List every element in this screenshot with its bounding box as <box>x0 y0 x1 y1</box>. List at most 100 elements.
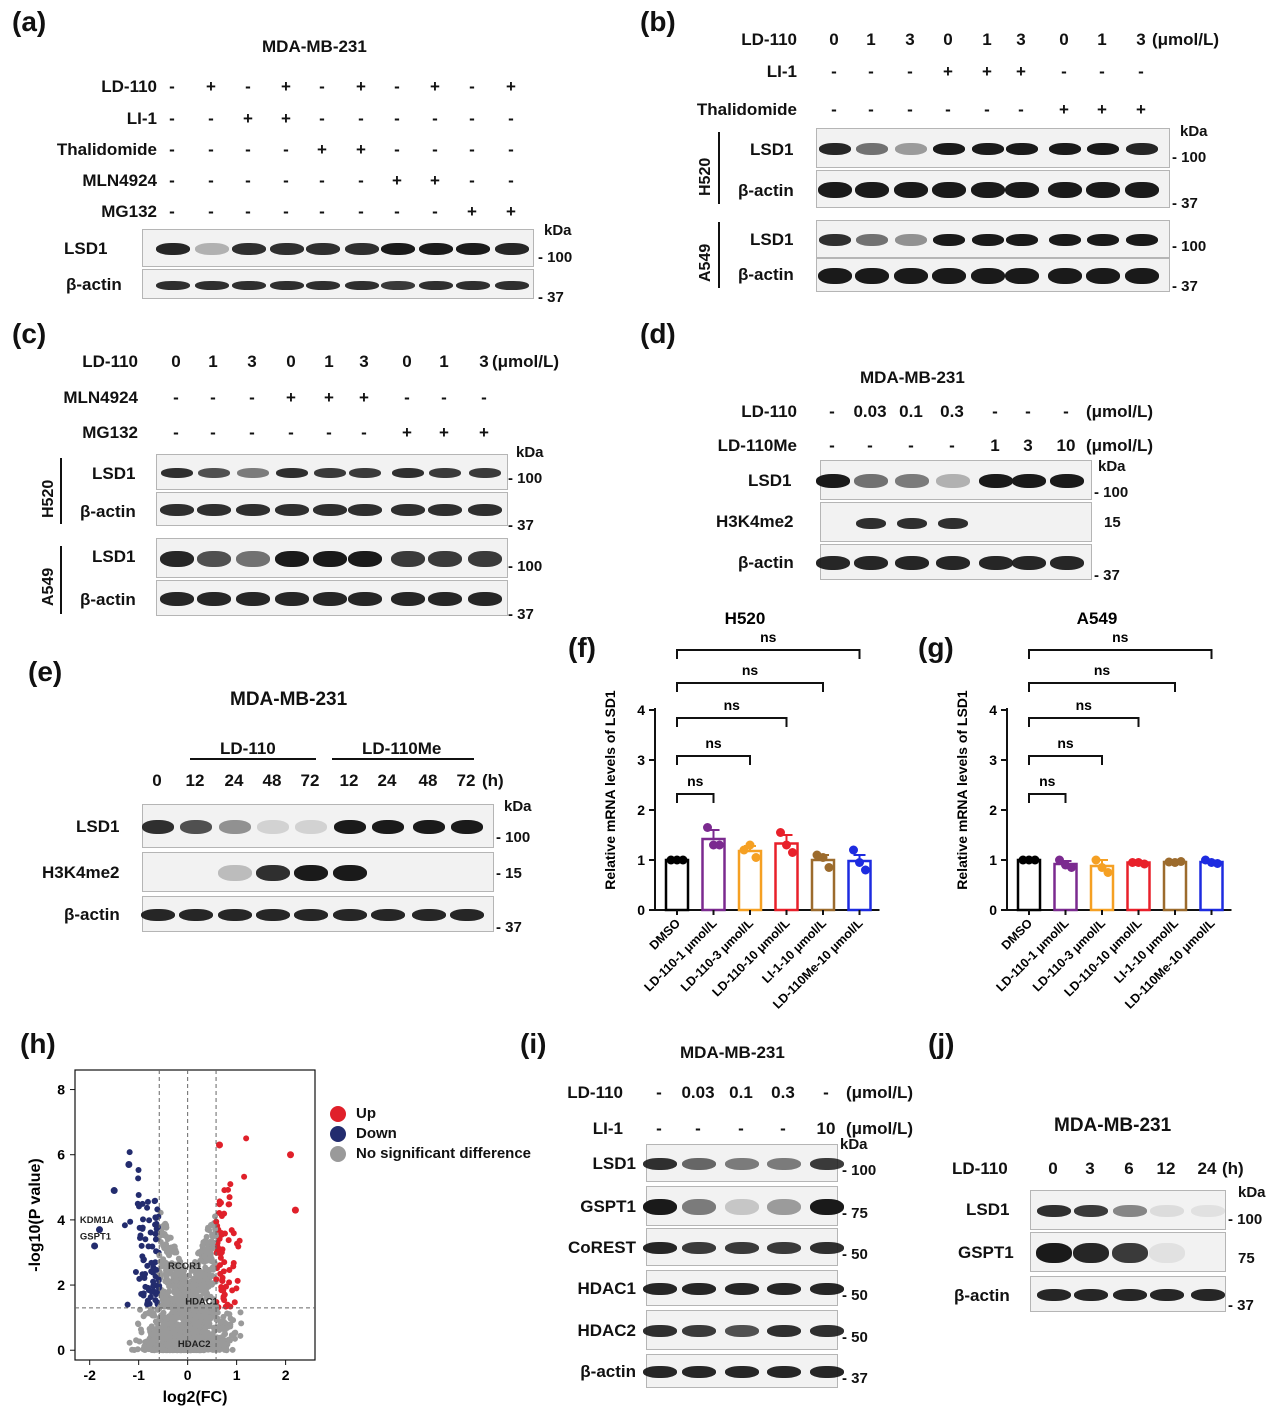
condition-value: - <box>432 202 438 221</box>
blot-band <box>895 556 929 570</box>
blot-band <box>767 1199 801 1215</box>
condition-value: 10 <box>1056 436 1076 455</box>
scatter-point <box>287 1151 295 1159</box>
scatter-point <box>212 1226 219 1233</box>
scatter-point <box>152 1197 159 1204</box>
condition-value: - <box>283 140 289 159</box>
blot-band <box>856 517 886 529</box>
blot-band <box>141 909 175 921</box>
blot-band <box>236 551 270 567</box>
condition-label: Thalidomide <box>696 100 797 119</box>
condition-value: + <box>243 109 253 128</box>
marker-label: - 100 <box>508 558 543 575</box>
scatter-point <box>225 1201 232 1208</box>
scatter-point <box>125 1160 133 1168</box>
blot-band <box>371 909 405 921</box>
blot-label: β-actin <box>738 181 794 200</box>
scatter-point <box>186 1338 193 1345</box>
marker-label: - 75 <box>842 1205 868 1222</box>
blot-band <box>381 280 415 290</box>
blot-label: LSD1 <box>748 471 792 490</box>
scatter-point <box>139 1271 146 1278</box>
scatter-point <box>221 1259 228 1266</box>
condition-value: - <box>208 140 214 159</box>
blot-band <box>468 551 502 567</box>
scatter-point <box>226 1337 233 1344</box>
scatter-point <box>134 1200 141 1207</box>
scatter-point <box>140 1292 147 1299</box>
scatter-point <box>204 1239 211 1246</box>
point-cloud <box>121 1135 250 1354</box>
blot-d-h3k4me2 <box>820 502 1092 542</box>
blot-band <box>313 551 347 567</box>
scatter-point <box>171 1243 178 1250</box>
marker-label: - 100 <box>1172 149 1207 166</box>
blot-band <box>392 468 424 478</box>
blot-band <box>1125 268 1159 284</box>
scatter-point <box>226 1279 233 1286</box>
blot-label: β-actin <box>80 590 136 609</box>
condition-value: 1 <box>324 352 334 371</box>
condition-value: + <box>1016 62 1026 81</box>
group-bar <box>718 132 720 204</box>
blot-band <box>810 1158 844 1170</box>
scatter-point <box>155 1276 162 1283</box>
condition-value: + <box>506 77 516 96</box>
x-axis-label: log2(FC) <box>163 1389 228 1406</box>
blot-band <box>725 1283 759 1295</box>
marker-label: - 37 <box>1172 195 1198 212</box>
y-axis-label: -log10(P value) <box>27 1158 44 1272</box>
scatter-point <box>212 1324 219 1331</box>
scatter-point <box>135 1166 142 1173</box>
blot-band <box>1005 268 1039 284</box>
condition-label: LD-110 <box>567 1083 623 1102</box>
scatter-point <box>215 1141 223 1149</box>
volcano-plot: -2 -1 0 1 2 0 2 4 6 8 log2(FC) -log10(P value) KDM1A… <box>27 1069 316 1406</box>
scatter-point <box>163 1341 170 1348</box>
blot-band <box>197 551 231 567</box>
group-underline <box>190 758 316 760</box>
blot-band <box>495 280 529 290</box>
blot-band <box>313 504 347 516</box>
scatter-point <box>230 1317 237 1324</box>
y-axis-label: Relative mRNA levels of LSD1 <box>602 690 618 890</box>
marker-label: - 37 <box>1228 1297 1254 1314</box>
blot-band <box>270 243 304 255</box>
condition-value: - <box>823 1083 829 1102</box>
condition-value: - <box>469 77 475 96</box>
timepoint-label: 12 <box>1156 1159 1176 1178</box>
condition-label: LD-110 <box>741 402 797 421</box>
significance-label: ns <box>705 735 722 751</box>
condition-value: - <box>319 202 325 221</box>
blot-band <box>456 280 490 290</box>
blot-e-h3k4me2 <box>142 852 494 892</box>
y-tick-label: 6 <box>57 1147 65 1163</box>
blot-band <box>232 243 266 255</box>
condition-label: MLN4924 <box>63 388 138 407</box>
blot-band <box>451 820 483 834</box>
bar <box>701 837 726 912</box>
kda-label: kDa <box>504 798 532 815</box>
scatter-point <box>142 1236 149 1243</box>
x-tick-label: LI-1-10 μmol/L <box>759 916 829 986</box>
condition-value: + <box>317 140 327 159</box>
marker-label: - 100 <box>496 829 531 846</box>
kda-label: kDa <box>1180 123 1208 140</box>
blot-band <box>767 1158 801 1170</box>
significance-label: ns <box>1057 735 1074 751</box>
data-point <box>1055 855 1064 865</box>
blot-band <box>495 243 529 255</box>
condition-value: + <box>359 388 369 407</box>
unit-label: (h) <box>1222 1159 1244 1178</box>
group-bar <box>60 546 62 614</box>
blot-band <box>314 468 346 478</box>
marker-label: - 15 <box>496 865 522 882</box>
scatter-point <box>142 1283 149 1290</box>
blot-band <box>219 820 251 834</box>
bar <box>1016 858 1042 912</box>
condition-value: 1 <box>1097 30 1107 49</box>
blot-d-actin <box>816 544 1092 580</box>
blot-i-lane <box>643 1270 844 1306</box>
condition-value: - <box>738 1119 744 1138</box>
condition-value: - <box>1099 62 1105 81</box>
